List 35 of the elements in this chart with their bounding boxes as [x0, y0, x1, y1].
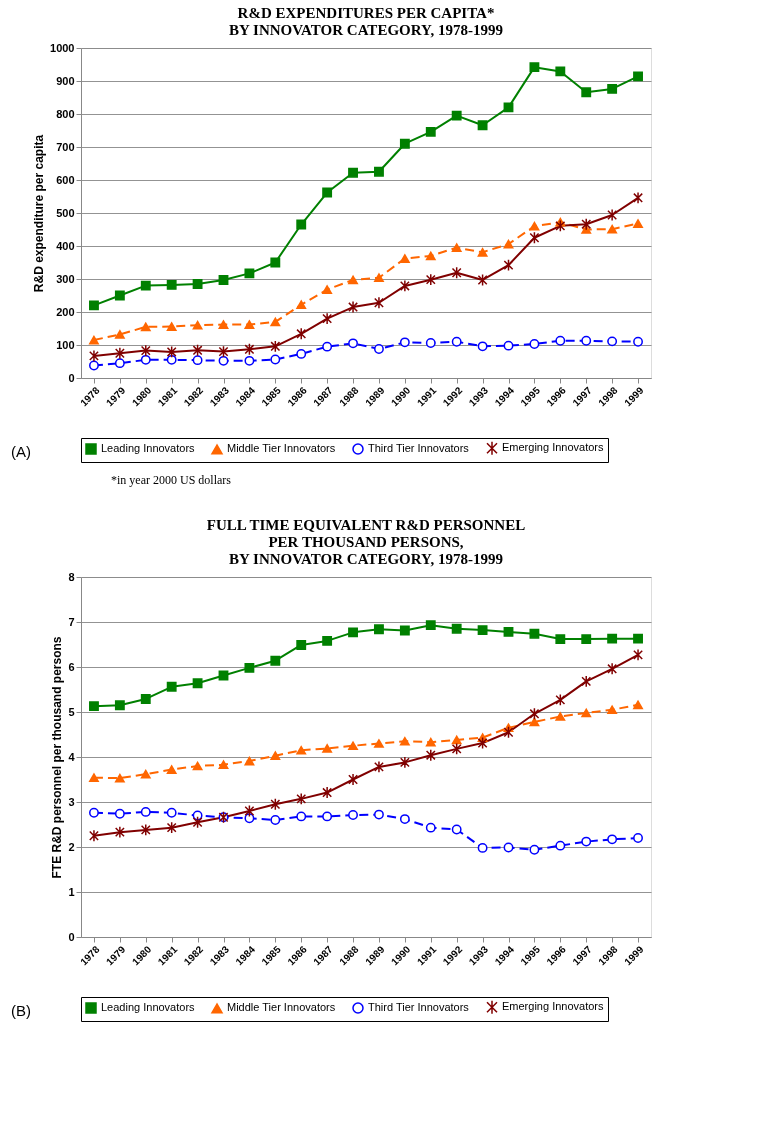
legend-label: Leading Innovators [101, 1001, 196, 1013]
y-tick-label: 800 [56, 107, 75, 120]
y-tick-label: 8 [68, 570, 75, 583]
y-tick-label: 4 [68, 750, 76, 763]
y-tick-label: 0 [68, 371, 75, 384]
legend-label: Leading Innovators [101, 442, 196, 454]
y-axis-title: FTE R&D personnel per thousand persons [50, 636, 65, 879]
y-tick-label: 2 [68, 840, 75, 853]
chart-title: FULL TIME EQUIVALENT R&D PERSONNEL PER THOUSAND PERSONS, BY INNOVATOR CATEGORY, 1978-1999 [206, 517, 526, 567]
y-tick-label: 1 [68, 885, 75, 898]
legend-label: Emerging Innovators [502, 441, 604, 454]
y-axis-title: R&D expenditure per capita [32, 134, 47, 293]
text: (A) [11, 443, 31, 460]
y-tick-label: 6 [68, 660, 75, 673]
legend-label: Third Tier Innovators [368, 1001, 470, 1013]
y-tick-label: 500 [56, 206, 75, 219]
chart-title: R&D EXPENDITURES PER CAPITA* BY INNOVATOR CATEGORY, 1978-1999 [229, 5, 503, 38]
legend-label: Third Tier Innovators [368, 442, 470, 454]
y-tick-label: 700 [56, 140, 75, 153]
legend-label: Middle Tier Innovators [227, 442, 336, 455]
y-tick-label: 3 [68, 795, 75, 808]
text: *in year 2000 US dollars [111, 473, 232, 487]
y-tick-label: 5 [68, 705, 75, 718]
y-tick-label: 900 [56, 74, 75, 87]
y-tick-label: 1000 [50, 41, 75, 54]
y-tick-label: 400 [56, 239, 75, 252]
y-tick-label: 7 [68, 615, 75, 628]
y-tick-label: 0 [68, 930, 75, 943]
legend-label: Emerging Innovators [502, 1000, 604, 1013]
y-tick-label: 300 [56, 272, 75, 285]
text: (B) [11, 1002, 31, 1019]
y-tick-label: 600 [56, 173, 75, 186]
y-tick-label: 200 [56, 305, 75, 318]
legend-label: Middle Tier Innovators [227, 1001, 336, 1014]
y-tick-label: 100 [56, 338, 75, 351]
